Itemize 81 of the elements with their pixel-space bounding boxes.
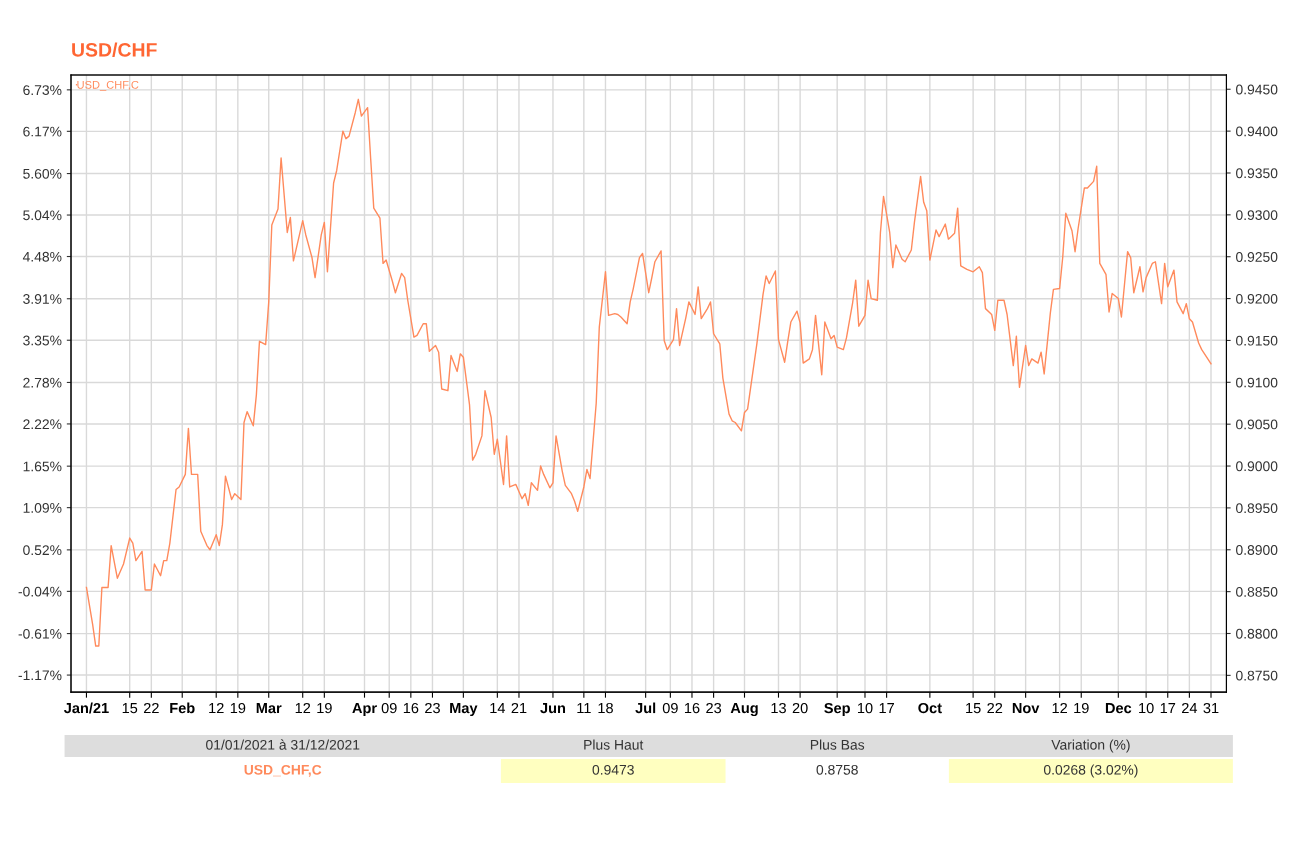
x-tick-label: Feb [170,702,195,714]
y-tick-label: 1.09% [23,502,62,513]
text: 01/01/2021 à 31/12/2021 [206,739,360,750]
x-tick-label: 31 [1203,702,1219,714]
x-tick-label: 09 [662,702,678,714]
y-tick-label: 1.65% [23,461,62,472]
text: USD_CHF,C [244,764,322,777]
y-tick-label: 0.52% [23,545,62,556]
y2-tick-label: 0.9000 [1236,461,1278,472]
x-tick-label: 17 [879,703,894,714]
y-tick-label: 3.35% [23,335,62,346]
x-tick-label: 16 [684,702,700,714]
x-tick-label: Aug [730,702,758,717]
x-tick-label: 23 [425,702,440,714]
y2-tick-label: 0.9150 [1236,335,1278,346]
y-tick-label: -0.61% [18,628,62,639]
text: Variation (%) [1051,739,1130,753]
y2-tick-label: 0.8950 [1236,503,1278,514]
text: 0.8758 [816,764,858,775]
y2-tick-label: 0.9450 [1236,84,1278,95]
y2-tick-label: 0.9100 [1236,377,1278,388]
y2-tick-label: 0.8900 [1236,545,1278,555]
x-tick-label: Dec [1105,703,1132,714]
x-tick-label: Oct [918,702,942,714]
x-tick-label: Sep [824,702,850,717]
x-tick-label: 16 [403,702,419,714]
x-tick-label: Mar [256,703,282,714]
x-tick-label: Nov [1012,703,1040,714]
y-tick-label: -1.17% [18,670,62,681]
y2-tick-label: 0.9350 [1236,168,1278,179]
x-tick-label: 19 [230,702,246,714]
x-tick-label: 22 [143,702,159,714]
y2-tick-label: 0.9050 [1236,419,1278,430]
text: 0.0268 (3.02%) [1043,764,1138,778]
x-tick-label: 13 [771,702,786,714]
y2-tick-label: 0.8800 [1236,628,1278,639]
x-tick-label: 19 [317,702,332,714]
x-tick-label: 23 [706,702,722,714]
y-tick-label: 2.22% [23,419,62,430]
x-tick-label: 15 [122,703,138,714]
y2-tick-label: 0.9300 [1236,210,1278,221]
y2-tick-label: 0.8850 [1236,586,1278,597]
x-tick-label: 12 [295,702,311,714]
y2-tick-label: 0.8750 [1236,670,1278,681]
x-tick-label: 09 [381,702,397,714]
y-tick-label: 2.78% [23,377,62,388]
y2-tick-label: 0.9200 [1236,293,1278,304]
x-tick-label: 14 [490,703,506,714]
x-tick-label: Jan/21 [63,702,109,714]
y-tick-label: 4.48% [22,251,62,262]
x-tick-label: 21 [511,702,527,714]
x-tick-label: 12 [209,702,224,714]
y-tick-label: 5.04% [23,210,62,221]
y-tick-label: 5.60% [23,168,62,179]
x-tick-label: Jun [540,703,566,714]
x-tick-label: 11 [577,703,591,714]
x-tick-label: 15 [966,703,981,714]
x-tick-label: 17 [1160,703,1176,714]
y-tick-label: 6.17% [23,126,62,137]
text: Plus Bas [810,739,865,750]
text: 0.9473 [592,764,634,775]
x-tick-label: Apr [352,703,377,717]
x-tick-label: 18 [598,702,613,714]
y2-tick-label: 0.9250 [1236,252,1278,262]
x-tick-label: Jul [635,702,656,714]
x-tick-label: 20 [792,702,808,714]
x-tick-label: 12 [1052,702,1067,714]
legend-label: USD_CHF,C [77,80,139,91]
x-tick-label: 19 [1074,702,1089,714]
line-series [85,98,1212,647]
x-tick-label: 10 [1139,702,1154,714]
x-tick-label: May [450,703,478,717]
y-tick-label: 6.73% [23,85,62,96]
y2-tick-label: 0.9400 [1236,126,1278,137]
x-tick-label: 24 [1182,702,1198,714]
x-tick-label: 10 [857,702,873,714]
text: Plus Haut [584,739,644,750]
x-tick-label: 22 [987,702,1003,714]
chart-title: USD/CHF [72,42,157,57]
y-tick-label: -0.04% [18,586,62,597]
y-tick-label: 3.91% [23,294,62,304]
